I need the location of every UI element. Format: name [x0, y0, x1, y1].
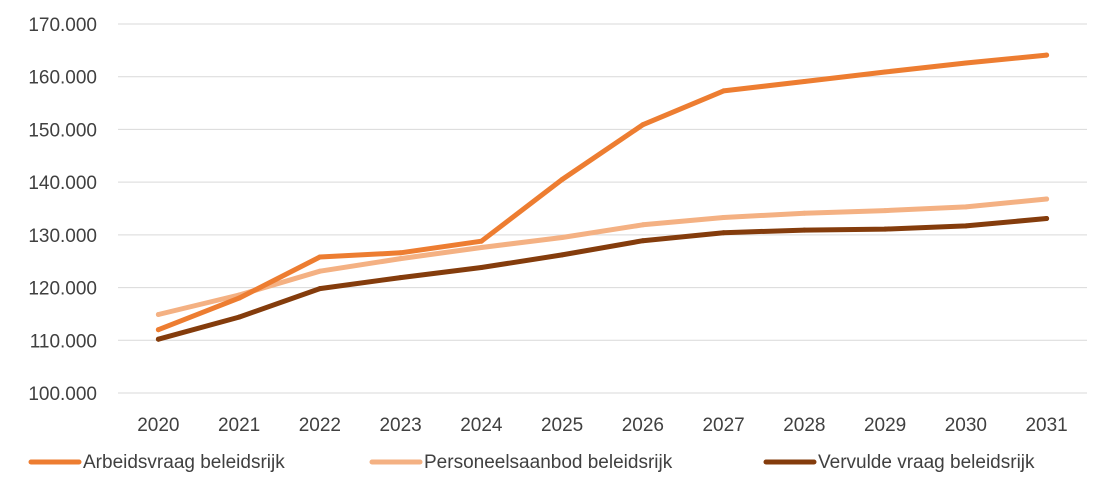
legend-item: Vervulde vraag beleidsrijk	[763, 452, 1035, 473]
series-line-3	[155, 216, 1050, 342]
data-point	[963, 204, 969, 210]
data-point	[721, 88, 727, 94]
data-point	[317, 254, 323, 260]
series-line-1	[155, 52, 1050, 333]
y-tick-label: 130.000	[28, 226, 97, 247]
x-tick-label: 2031	[1025, 415, 1067, 436]
x-tick-label: 2024	[460, 415, 503, 436]
data-point	[317, 268, 323, 274]
data-point	[721, 230, 727, 236]
series-line-2	[155, 196, 1050, 317]
data-point	[801, 227, 807, 233]
legend-label: Vervulde vraag beleidsrijk	[818, 452, 1035, 473]
x-tick-label: 2023	[379, 415, 421, 436]
legend-item: Arbeidsvraag beleidsrijk	[28, 452, 285, 473]
data-point	[398, 275, 404, 281]
x-tick-label: 2028	[783, 415, 825, 436]
x-tick-label: 2025	[541, 415, 583, 436]
data-point	[559, 252, 565, 258]
data-point	[478, 245, 484, 250]
x-axis-tick-labels: 2020 2021 2022 2023 2024 2025 2026 2027 2028 2029…	[137, 415, 1068, 436]
data-point	[478, 265, 484, 270]
data-point	[801, 210, 807, 216]
y-tick-label: 160.000	[28, 68, 97, 89]
data-point	[317, 286, 323, 292]
data-point	[882, 208, 888, 214]
y-tick-label: 120.000	[28, 279, 97, 300]
legend-label: Arbeidsvraag beleidsrijk	[83, 452, 285, 473]
data-point	[721, 215, 727, 220]
data-point	[155, 327, 161, 333]
x-tick-label: 2027	[702, 415, 744, 436]
legend-item: Personeelsaanbod beleidsrijk	[369, 452, 673, 473]
data-point	[559, 235, 565, 240]
data-point	[640, 238, 646, 244]
data-point	[236, 295, 242, 301]
x-tick-label: 2020	[137, 415, 179, 436]
data-point	[882, 69, 888, 75]
data-point	[963, 60, 969, 66]
y-tick-label: 150.000	[28, 120, 97, 141]
data-point	[559, 177, 565, 182]
data-point	[1044, 52, 1050, 58]
data-point	[963, 223, 969, 229]
gridlines	[118, 23, 1087, 394]
data-point	[1044, 196, 1050, 202]
series-lines	[155, 52, 1050, 342]
data-point	[155, 336, 161, 342]
x-tick-label: 2021	[218, 415, 260, 436]
y-axis-tick-labels: 100.000 110.000 120.000 130.000 140.000 150.0…	[28, 15, 97, 405]
data-point	[398, 250, 404, 256]
data-point	[640, 122, 646, 128]
y-tick-label: 100.000	[28, 384, 97, 405]
legend: Arbeidsvraag beleidsrijk Personeelsaanbod…	[28, 452, 1035, 473]
y-tick-label: 170.000	[28, 15, 97, 36]
x-tick-label: 2030	[945, 415, 987, 436]
data-point	[236, 314, 242, 320]
data-point	[155, 312, 161, 317]
data-point	[801, 79, 807, 84]
x-tick-label: 2029	[864, 415, 906, 436]
data-point	[640, 222, 646, 228]
y-tick-label: 140.000	[28, 173, 97, 194]
x-tick-label: 2026	[622, 415, 664, 436]
data-point	[882, 226, 888, 232]
data-point	[1044, 216, 1050, 221]
legend-label: Personeelsaanbod beleidsrijk	[424, 452, 673, 473]
x-tick-label: 2022	[299, 415, 341, 436]
y-tick-label: 110.000	[30, 331, 97, 352]
data-point	[398, 256, 404, 262]
data-point	[478, 238, 484, 244]
